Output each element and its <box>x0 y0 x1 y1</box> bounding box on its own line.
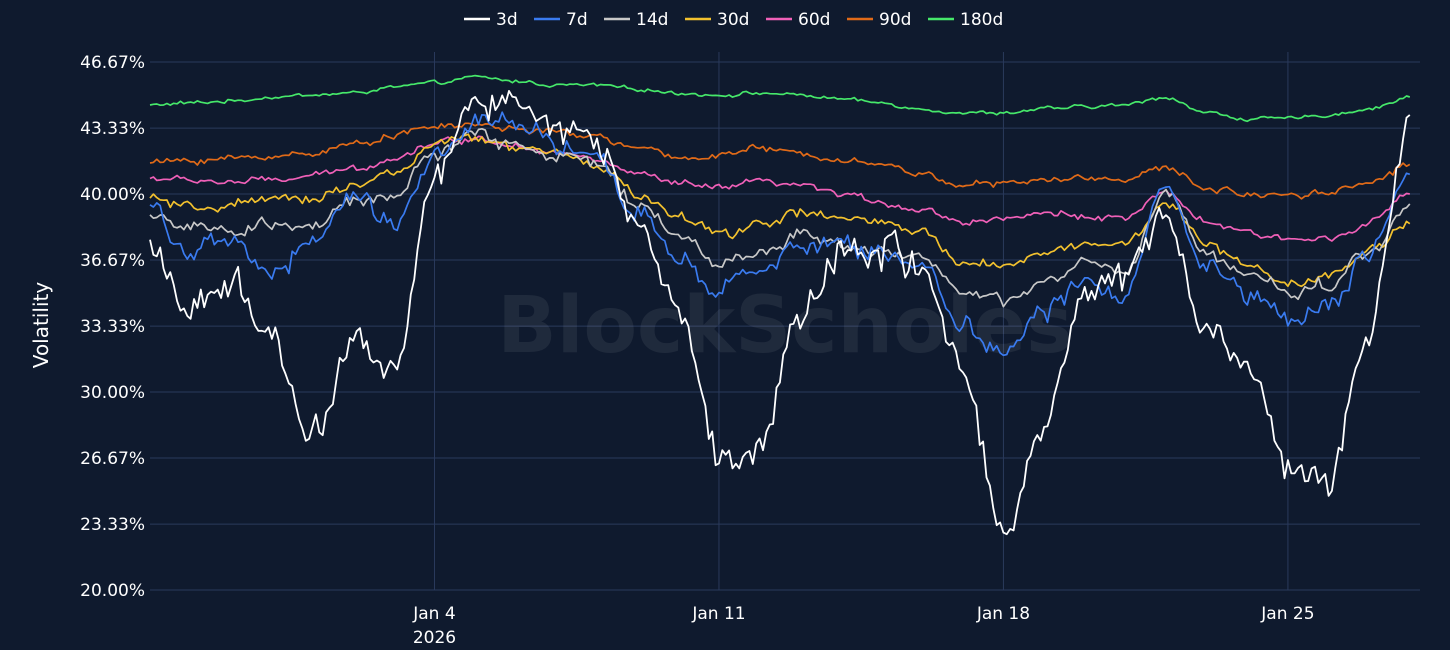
legend-label: 180d <box>960 10 1003 30</box>
watermark: BlockScholes <box>497 281 1072 371</box>
series-line-60d <box>149 135 1410 242</box>
series-line-7d <box>149 111 1411 357</box>
y-tick-label: 43.33% <box>80 119 145 139</box>
legend-label: 30d <box>717 10 749 30</box>
legend-label: 60d <box>798 10 830 30</box>
y-tick-labels: 20.00% 23.33% 26.67% 30.00% 33.33% 36.67% 40.0… <box>80 53 145 601</box>
x-tick-label: Jan 18 <box>976 604 1030 624</box>
series-lines <box>149 74 1411 536</box>
legend-item-14d[interactable]: 14d <box>604 10 668 30</box>
y-tick-label: 23.33% <box>80 515 145 535</box>
x-tick-sublabel: 2026 <box>413 628 456 648</box>
y-tick-label: 33.33% <box>80 317 145 337</box>
legend[interactable]: 3d 7d 14d 30d 60d 90d 180d <box>464 10 1003 30</box>
legend-item-90d[interactable]: 90d <box>847 10 911 30</box>
y-axis-title: Volatility <box>29 282 53 369</box>
y-tick-label: 20.00% <box>80 581 145 601</box>
series-line-30d <box>149 133 1411 288</box>
legend-item-3d[interactable]: 3d <box>464 10 518 30</box>
x-tick-label: Jan 4 <box>412 604 455 624</box>
y-tick-label: 36.67% <box>80 251 145 271</box>
grid-lines <box>150 52 1420 591</box>
legend-label: 3d <box>496 10 518 30</box>
y-tick-label: 46.67% <box>80 53 145 73</box>
legend-item-60d[interactable]: 60d <box>766 10 830 30</box>
y-tick-label: 40.00% <box>80 185 145 205</box>
series-line-3d <box>149 90 1411 536</box>
legend-item-7d[interactable]: 7d <box>534 10 588 30</box>
legend-label: 14d <box>636 10 668 30</box>
series-line-14d <box>149 127 1411 308</box>
legend-label: 7d <box>566 10 588 30</box>
series-line-180d <box>149 74 1411 123</box>
series-line-90d <box>149 122 1411 200</box>
x-tick-label: Jan 25 <box>1260 604 1314 624</box>
x-tick-label: Jan 11 <box>691 604 745 624</box>
legend-item-180d[interactable]: 180d <box>928 10 1003 30</box>
legend-label: 90d <box>879 10 911 30</box>
y-tick-label: 26.67% <box>80 449 145 469</box>
x-tick-labels: Jan 4 2026 Jan 11 Jan 18 Jan 25 <box>412 604 1314 648</box>
y-tick-label: 30.00% <box>80 383 145 403</box>
legend-item-30d[interactable]: 30d <box>685 10 749 30</box>
